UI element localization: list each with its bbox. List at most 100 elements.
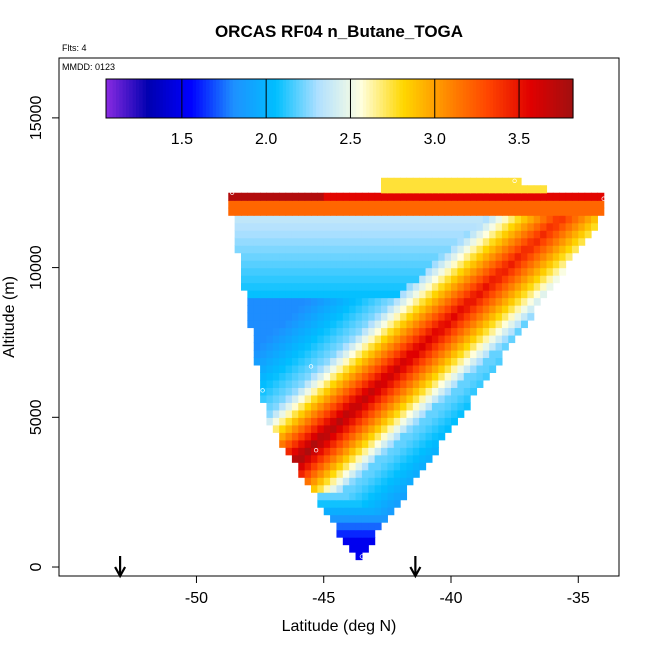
heatmap-cell <box>317 200 325 209</box>
heatmap-cell <box>457 312 465 321</box>
heatmap-cell <box>355 529 363 538</box>
heatmap-cell <box>438 200 446 209</box>
heatmap-cell <box>444 222 452 231</box>
heatmap-cell <box>291 394 299 403</box>
heatmap-cell <box>552 252 560 261</box>
heatmap-cell <box>285 207 293 216</box>
heatmap-cell <box>412 252 420 261</box>
heatmap-cell <box>272 394 280 403</box>
heatmap-cell <box>260 364 268 373</box>
heatmap-cell <box>495 177 503 186</box>
heatmap-cell <box>438 349 446 359</box>
heatmap-cell <box>272 260 280 269</box>
colorbar-segment <box>219 79 224 118</box>
colorbar-segment <box>329 79 334 118</box>
heatmap-cell <box>311 342 318 351</box>
heatmap-cell <box>476 327 484 336</box>
heatmap-cell <box>304 192 312 201</box>
heatmap-cell <box>463 192 471 201</box>
heatmap-cell <box>368 514 376 523</box>
heatmap-cell <box>470 177 478 186</box>
heatmap-cell <box>501 177 509 186</box>
heatmap-cell <box>451 357 458 366</box>
heatmap-cell <box>272 290 280 299</box>
heatmap-cell <box>323 417 331 426</box>
heatmap-cell <box>400 409 408 418</box>
heatmap-cell <box>298 462 306 471</box>
heatmap-cell <box>431 282 439 291</box>
heatmap-cell <box>349 522 357 531</box>
heatmap-cell <box>311 312 318 321</box>
heatmap-cell <box>368 529 376 538</box>
heatmap-cell <box>330 349 338 359</box>
heatmap-cell <box>393 447 401 456</box>
heatmap-cell <box>361 230 369 239</box>
heatmap-cell <box>285 357 293 366</box>
heatmap-cell <box>533 297 541 306</box>
heatmap-cell <box>355 537 363 546</box>
heatmap-cell <box>311 432 318 441</box>
heatmap-cell <box>476 312 484 321</box>
colorbar-segment <box>502 79 507 118</box>
heatmap-cell <box>279 409 287 418</box>
heatmap-cell <box>482 237 490 246</box>
heatmap-cell <box>470 327 478 336</box>
heatmap-cell <box>489 237 497 246</box>
colorbar-segment <box>516 79 521 118</box>
heatmap-cell <box>482 372 490 381</box>
heatmap-cell <box>400 424 408 433</box>
colorbar-segment <box>462 79 467 118</box>
heatmap-cell <box>291 349 299 359</box>
heatmap-cell <box>298 215 306 224</box>
heatmap-cell <box>393 215 401 224</box>
heatmap-cell <box>431 349 439 359</box>
heatmap-cell <box>361 252 369 261</box>
heatmap-cell <box>451 327 458 336</box>
heatmap-cell <box>298 334 306 344</box>
heatmap-cell <box>425 230 433 239</box>
heatmap-cell <box>425 252 433 261</box>
heatmap-cell <box>253 192 261 201</box>
heatmap-cell <box>247 252 255 261</box>
heatmap-cell <box>476 230 484 239</box>
heatmap-cell <box>336 252 344 261</box>
colorbar-segment <box>236 79 241 118</box>
heatmap-cell <box>521 319 528 329</box>
heatmap-cell <box>425 192 433 201</box>
heatmap-cell <box>279 230 287 239</box>
heatmap-cell <box>419 305 427 314</box>
heatmap-cell <box>336 477 344 486</box>
heatmap-cell <box>584 192 592 201</box>
heatmap-cell <box>412 342 420 351</box>
heatmap-cell <box>279 342 287 351</box>
heatmap-cell <box>323 424 331 433</box>
heatmap-cell <box>285 372 293 381</box>
colorbar-segment <box>492 79 497 118</box>
heatmap-cell <box>291 252 299 261</box>
heatmap-cell <box>253 342 261 351</box>
heatmap-cell <box>514 215 522 224</box>
heatmap-cell <box>476 372 484 381</box>
heatmap-cell <box>444 200 452 209</box>
heatmap-cell <box>266 402 274 411</box>
heatmap-cell <box>451 372 458 381</box>
heatmap-cell <box>514 312 522 321</box>
heatmap-cell <box>381 267 388 276</box>
heatmap-cell <box>304 215 312 224</box>
heatmap-cell <box>482 260 490 269</box>
heatmap-cell <box>241 260 248 269</box>
heatmap-cell <box>247 230 255 239</box>
heatmap-cell <box>336 387 344 396</box>
heatmap-cell <box>260 349 268 359</box>
heatmap-cell <box>336 379 344 388</box>
heatmap-cell <box>393 492 401 501</box>
heatmap-cell <box>374 252 382 261</box>
heatmap-cell <box>317 192 325 201</box>
heatmap-cell <box>400 334 408 344</box>
heatmap-cell <box>336 394 344 403</box>
heatmap-cell <box>406 230 414 239</box>
colorbar-segment <box>252 79 257 118</box>
heatmap-cell <box>266 200 274 209</box>
heatmap-cell <box>368 477 376 486</box>
heatmap-cell <box>419 267 427 276</box>
